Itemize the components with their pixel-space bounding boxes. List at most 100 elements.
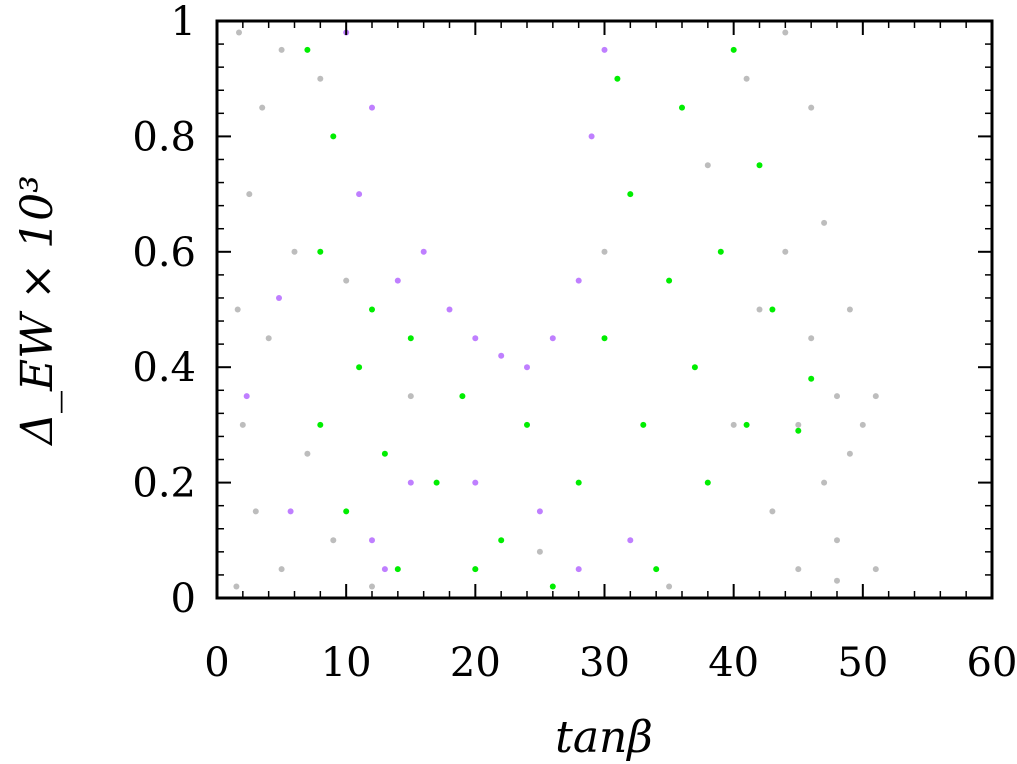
data-point [330,537,337,544]
data-point [276,295,282,301]
data-point [407,479,414,486]
data-point [549,583,556,590]
data-point [769,508,776,515]
data-point [756,306,763,313]
data-point [846,306,853,313]
x-tick-label: 50 [837,640,888,686]
x-tick-label: 40 [708,640,759,686]
data-point [234,306,241,313]
data-point [846,450,853,457]
data-point [795,421,802,428]
data-point [575,479,582,486]
data-point [356,364,363,371]
data-point [743,421,750,428]
ticks-layer [216,20,993,599]
data-point [821,479,828,486]
data-point [498,352,505,359]
data-point [343,277,350,284]
data-point [433,479,440,486]
y-tick-label: 0.2 [132,461,196,507]
data-point [808,375,815,382]
x-tick-label: 20 [450,640,501,686]
x-tick-label: 60 [967,640,1017,686]
data-point [834,537,840,544]
data-point [782,248,789,255]
data-point [730,421,737,428]
data-point [472,335,479,342]
data-point [808,104,815,111]
data-point [614,75,621,82]
data-point [407,393,414,400]
data-point [259,104,266,111]
data-point [369,104,375,111]
data-point [808,335,815,342]
data-point [536,548,543,555]
data-point [653,566,660,573]
data-point [859,421,866,428]
data-point [679,104,685,111]
data-point [381,566,388,573]
x-tick-label: 10 [321,640,372,686]
data-point [317,248,324,255]
data-point [821,219,828,226]
data-point [304,46,311,53]
data-point [717,248,724,255]
y-tick-label: 0.8 [132,114,196,160]
data-point [394,566,401,573]
data-point [498,537,505,544]
data-point [601,248,608,255]
data-point [278,566,285,573]
data-point [704,162,711,169]
data-point [330,133,337,140]
data-point [246,191,253,198]
data-point [459,393,466,400]
data-point [239,421,246,428]
data-point [381,450,388,457]
data-point [420,248,427,255]
data-point [317,421,324,428]
data-point [524,421,530,428]
data-point [317,75,324,82]
data-point [795,427,802,434]
data-point [575,566,582,573]
y-tick-label: 0.4 [132,345,196,391]
y-tick-label: 0.6 [132,230,196,276]
data-point [343,508,350,515]
data-point [356,191,363,198]
data-point [575,277,582,284]
x-tick-label: 30 [579,640,630,686]
data-point [730,46,737,53]
data-point [472,479,479,486]
data-point [743,75,750,82]
y-axis-title: Δ_EW × 10³ [12,175,63,447]
data-point [243,393,250,400]
data-point [666,277,673,284]
y-tick-label: 0 [171,576,196,622]
data-point [236,29,242,36]
data-point [536,508,543,515]
points-layer [233,29,879,590]
data-point [601,335,608,342]
data-point [872,566,879,573]
data-point [834,393,840,400]
data-point [756,162,763,169]
data-point [394,277,401,284]
data-point [549,335,556,342]
labels-layer: 0 10 20 30 40 50 60 0 0.2 0.4 0.6 0.8 1 [132,0,1017,686]
data-point [834,577,840,584]
data-point [588,133,595,140]
data-point [872,393,879,400]
y-tick-label: 1 [171,0,196,45]
plot-frame [215,19,994,600]
data-point [265,335,272,342]
data-point [627,537,634,544]
data-point [291,248,298,255]
data-point [252,508,259,515]
data-point [769,306,776,313]
data-point [782,29,789,36]
data-point [627,191,634,198]
data-point [666,583,673,590]
data-point [704,479,711,486]
data-point [524,364,530,371]
data-point [472,566,479,573]
